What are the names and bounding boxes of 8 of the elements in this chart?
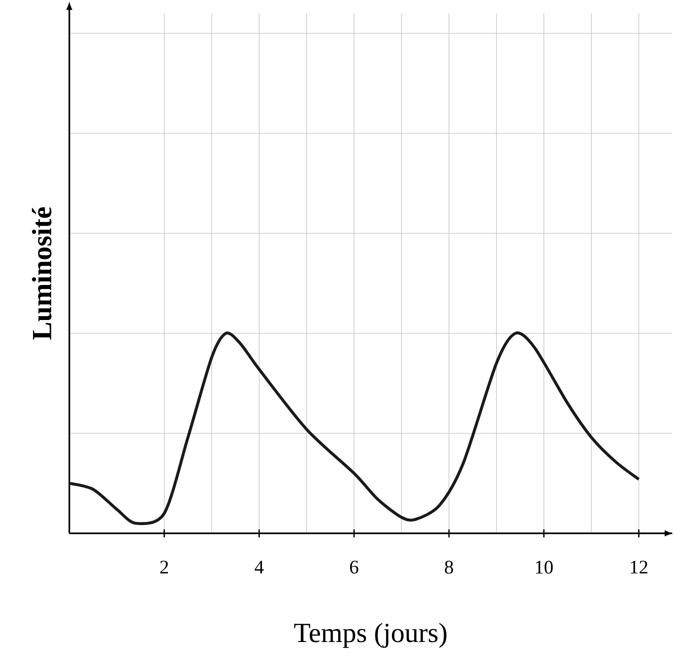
x-tick-label: 6 bbox=[350, 560, 358, 574]
x-tick-label: 12 bbox=[630, 560, 648, 574]
y-axis-title: Luminosité bbox=[32, 207, 52, 340]
x-tick-label: 2 bbox=[160, 560, 168, 574]
x-tick-label: 4 bbox=[254, 560, 264, 574]
x-axis-title: Temps (jours) bbox=[294, 622, 446, 648]
x-tick-label: 8 bbox=[444, 560, 454, 574]
x-tick-label: 10 bbox=[536, 560, 553, 574]
